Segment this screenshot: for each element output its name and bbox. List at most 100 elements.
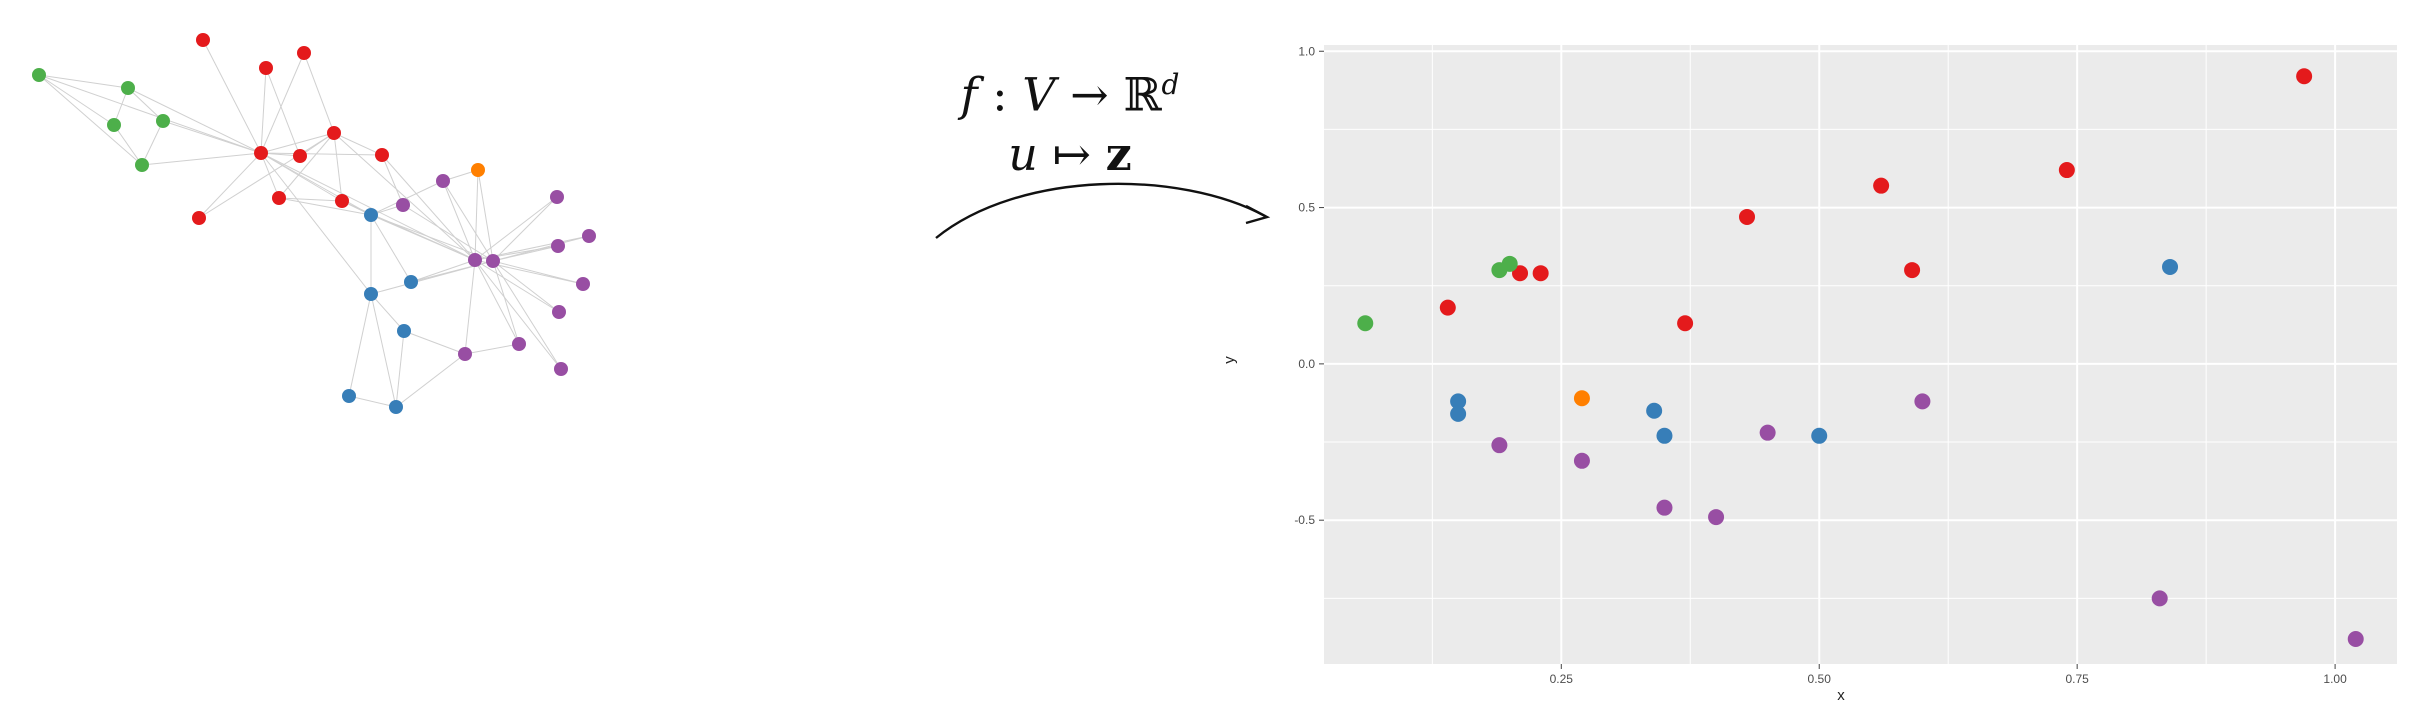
graph-edges [38,39,590,408]
graph-node-purple [396,198,410,212]
graph-node-purple [436,174,450,188]
graph-edge [260,152,476,261]
scatter-point-orange [1573,390,1590,407]
graph-node-purple [468,253,482,267]
graph-node-red [327,126,341,140]
formula-colon: : [977,67,1023,122]
scatter-point-green [1491,262,1508,279]
graph-edge [370,293,405,332]
scatter-point-blue [1450,405,1467,422]
graph-edge [141,152,262,166]
formula-mapsto: ↦ [1037,127,1106,182]
embedding-scatter-plot: 0.25 0.50 0.75 1.00 -0.5 0.0 0.5 1.0 x y [1221,44,2397,704]
graph-node-purple [512,337,526,351]
x-tick-label: 0.25 [1550,672,1574,686]
graph-node-green [32,68,46,82]
y-tick-label: 1.0 [1298,44,1315,58]
graph-node-purple [486,254,500,268]
graph-edge [127,87,164,122]
graph-edge [370,293,397,408]
graph-edge [381,154,404,206]
graph-edge [348,395,397,408]
graph-edge [38,74,262,154]
scatter-point-red [1512,265,1529,282]
y-tick-label: 0.0 [1298,357,1315,371]
scatter-point-red [2058,162,2075,179]
graph-node-blue [404,275,418,289]
graph-edge [198,132,335,219]
graph-edge [198,152,262,219]
scatter-point-purple [2151,590,2168,607]
graph-edge [278,132,335,199]
graph-node-blue [342,389,356,403]
x-tick-label: 0.75 [2065,672,2089,686]
scatter-point-red [1677,315,1694,332]
graph-node-red [259,61,273,75]
graph-edge [265,67,301,157]
formula-f: f [960,67,978,122]
scatter-point-purple [2347,630,2364,647]
scatter-point-purple [1573,452,1590,469]
graph-edge [402,204,494,262]
graph-node-blue [364,287,378,301]
scatter-point-red [1904,262,1921,279]
graph-edge [333,132,476,261]
y-axis-label: y [1221,356,1238,364]
graph-edge [260,152,280,199]
graph-edge [395,353,466,408]
mapping-arrow-head [1245,204,1271,225]
scatter-point-red [1873,177,1890,194]
graph-node-purple [458,347,472,361]
graph-edge [370,180,444,216]
scatter-point-red [1532,265,1549,282]
graph-node-red [196,33,210,47]
x-tick-label: 0.50 [1808,672,1832,686]
graph-edge [464,259,476,355]
graph-node-green [135,158,149,172]
graph-edge [38,74,115,126]
graph-edge [260,152,372,216]
scatter-point-blue [1450,393,1467,410]
plot-gridlines [1324,45,2397,664]
graph-edge [278,197,372,216]
formula-dimension: d [1161,68,1180,101]
graph-edge [333,132,343,202]
x-axis-label: x [1837,687,1845,704]
graph-node-red [297,46,311,60]
graph-node-green [156,114,170,128]
embedding-formula: f : V → ℝd u ↦ z [930,55,1210,184]
graph-edge [492,260,520,345]
graph-node-blue [389,400,403,414]
scatter-point-red [1439,299,1456,316]
formula-z: z [1105,127,1132,182]
graph-node-purple [551,239,565,253]
graph-edge [442,180,494,262]
graph-edge [477,169,494,262]
y-tick-label: 0.5 [1298,201,1315,215]
scatter-point-red [2296,68,2313,85]
x-tick-label: 1.00 [2323,672,2347,686]
graph-edge [492,235,590,262]
graph-edge [260,152,383,156]
scatter-point-purple [1708,509,1725,526]
scatter-point-blue [1811,427,1828,444]
graph-node-purple [576,277,590,291]
graph-edge [202,39,262,154]
graph-node-red [272,191,286,205]
graph-node-red [254,146,268,160]
graph-edge [474,259,560,313]
graph-edge [395,330,405,408]
scatter-point-blue [1656,427,1673,444]
graph-node-red [335,194,349,208]
graph-edge [260,152,372,295]
graph-node-blue [364,208,378,222]
graph-nodes [32,33,596,414]
scatter-point-green [1357,315,1374,332]
scatter-point-purple [1759,424,1776,441]
scatter-point-red [1739,208,1756,225]
graph-edge [474,196,558,261]
scatter-point-blue [2162,258,2179,275]
graph-edge [492,260,562,370]
y-axis-ticks: -0.5 0.0 0.5 1.0 [1294,44,1324,527]
graph-node-red [293,149,307,163]
